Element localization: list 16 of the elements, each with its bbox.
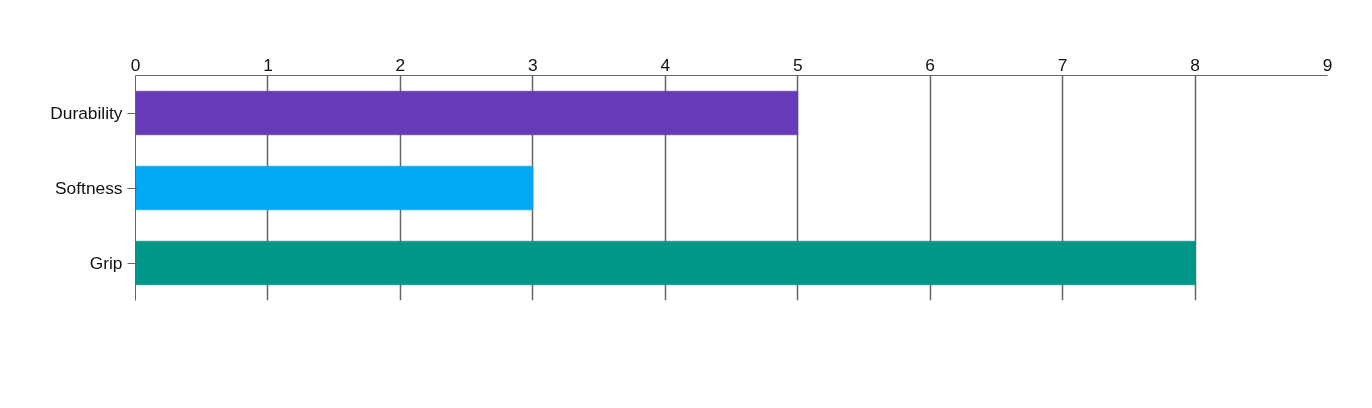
x-tick-label: 7 [1057,54,1068,75]
x-tick-label: 6 [925,54,935,75]
x-tick-label: 9 [1322,54,1333,75]
x-tick-label: 4 [660,54,671,75]
bar [135,165,534,211]
x-tick-label: 1 [263,54,273,75]
y-tick-label: Softness [55,178,123,198]
x-tick-label: 0 [130,54,141,75]
x-tick-label: 5 [792,54,803,75]
y-tick-label: Durability [50,103,123,123]
bar [135,240,1196,286]
x-tick-label: 2 [395,54,406,75]
x-tick-label: 3 [528,54,538,75]
x-tick-label: 8 [1190,54,1200,75]
y-tick-label: Grip [89,253,123,273]
bar [135,90,799,136]
